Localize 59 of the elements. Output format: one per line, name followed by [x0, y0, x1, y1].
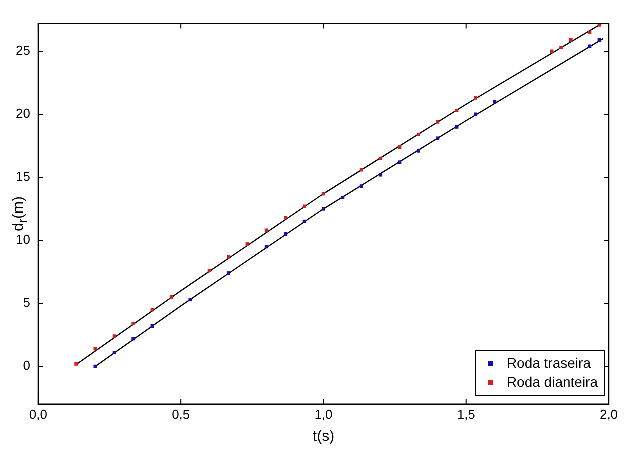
- point: [284, 232, 288, 236]
- y-tick-label: 15: [16, 169, 30, 184]
- point: [493, 100, 497, 104]
- point: [569, 38, 573, 42]
- point: [264, 245, 268, 249]
- point: [360, 168, 364, 172]
- point: [550, 50, 554, 54]
- point: [150, 308, 154, 312]
- x-tick-label: 2,0: [600, 406, 618, 422]
- x-tick-label: 1,5: [457, 406, 476, 422]
- point: [360, 184, 364, 188]
- point: [226, 272, 231, 276]
- point: [94, 364, 98, 368]
- point: [455, 125, 459, 129]
- legend-label: Roda dianteira: [506, 373, 598, 392]
- point: [379, 156, 383, 160]
- point: [112, 334, 116, 338]
- legend-label: Roda traseira: [506, 354, 591, 374]
- point: [246, 242, 250, 246]
- point: [436, 136, 440, 140]
- point: [598, 38, 602, 42]
- point: [150, 324, 154, 328]
- point: [264, 228, 268, 232]
- point: [416, 149, 420, 153]
- point: [341, 196, 345, 200]
- point: [170, 296, 174, 300]
- point: [474, 112, 478, 116]
- point: [94, 347, 98, 351]
- point: [226, 255, 231, 259]
- x-tick-label: 0,0: [29, 406, 48, 422]
- point: [398, 160, 402, 164]
- point: [132, 337, 136, 341]
- point: [436, 120, 440, 124]
- point: [284, 216, 288, 220]
- point: [74, 362, 78, 366]
- x-tick-label: 1,0: [314, 406, 333, 422]
- y-tick-label: 5: [23, 295, 30, 310]
- point: [302, 220, 306, 224]
- point: [322, 192, 326, 196]
- point: [132, 322, 136, 326]
- x-axis-title: t(s): [312, 428, 335, 446]
- point: [560, 46, 564, 50]
- point: [188, 298, 192, 302]
- point: [588, 44, 592, 48]
- point: [322, 207, 326, 211]
- point: [208, 269, 212, 273]
- point: [398, 146, 402, 150]
- y-tick-label: 25: [16, 43, 30, 58]
- point: [112, 350, 116, 354]
- y-tick-label: 0: [23, 358, 30, 374]
- point: [379, 173, 383, 177]
- y-tick-label: 10: [16, 232, 30, 248]
- point: [474, 96, 478, 100]
- point: [416, 132, 420, 136]
- point: [588, 30, 592, 34]
- x-tick-label: 0,5: [172, 406, 190, 422]
- y-tick-label: 20: [16, 106, 30, 122]
- point: [455, 108, 459, 113]
- point: [302, 204, 306, 208]
